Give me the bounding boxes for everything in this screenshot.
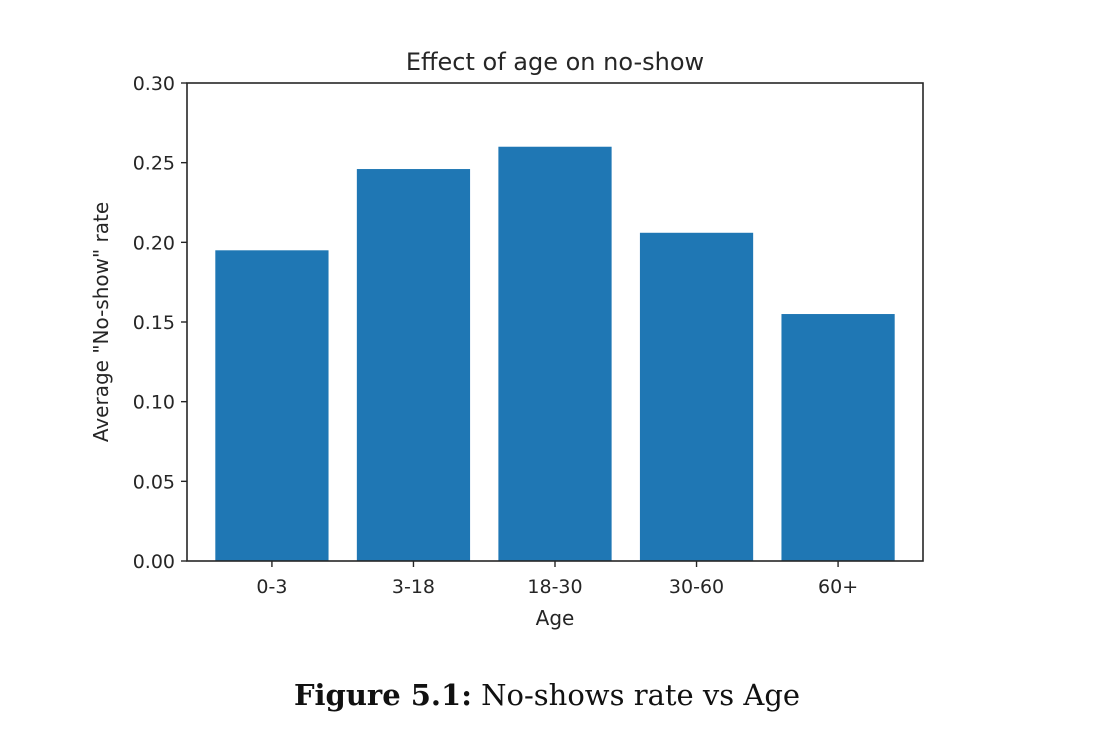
bar-3-18 [356,169,471,562]
x-tick-label: 3-18 [392,576,435,598]
x-tick-label: 18-30 [527,576,582,598]
y-axis-ticks: 0.00 0.05 0.10 0.15 0.20 0.25 0.30 [133,73,187,573]
y-tick-label: 0.05 [133,471,175,493]
y-tick-label: 0.15 [133,312,175,334]
y-tick-label: 0.00 [133,551,175,573]
x-axis-title: Age [536,606,575,630]
y-tick-label: 0.25 [133,153,175,175]
bar-18-30 [498,146,612,561]
x-axis-ticks: 0-3 3-18 18-30 30-60 60+ [256,561,858,598]
figure-caption-label: Figure 5.1: [293,678,472,712]
x-tick-label: 0-3 [256,576,287,598]
y-axis-title: Average "No-show" rate [89,202,113,442]
figure-caption: Figure 5.1: No-shows rate vs Age [0,678,1094,712]
bar-30-60 [639,232,754,562]
plot-frame [186,82,924,562]
x-tick-label: 60+ [818,576,858,598]
bar-chart: Effect of age on no-show 0.00 0.05 0.10 0.1… [89,48,924,630]
y-tick-label: 0.10 [133,392,175,414]
bar-0-3 [215,250,329,562]
bars-group [215,146,895,562]
y-tick-label: 0.20 [133,232,175,254]
chart-title: Effect of age on no-show [406,48,704,76]
figure-caption-text: No-shows rate vs Age [481,678,801,712]
x-tick-label: 30-60 [669,576,724,598]
bar-60+ [781,314,895,561]
y-tick-label: 0.30 [133,73,175,95]
